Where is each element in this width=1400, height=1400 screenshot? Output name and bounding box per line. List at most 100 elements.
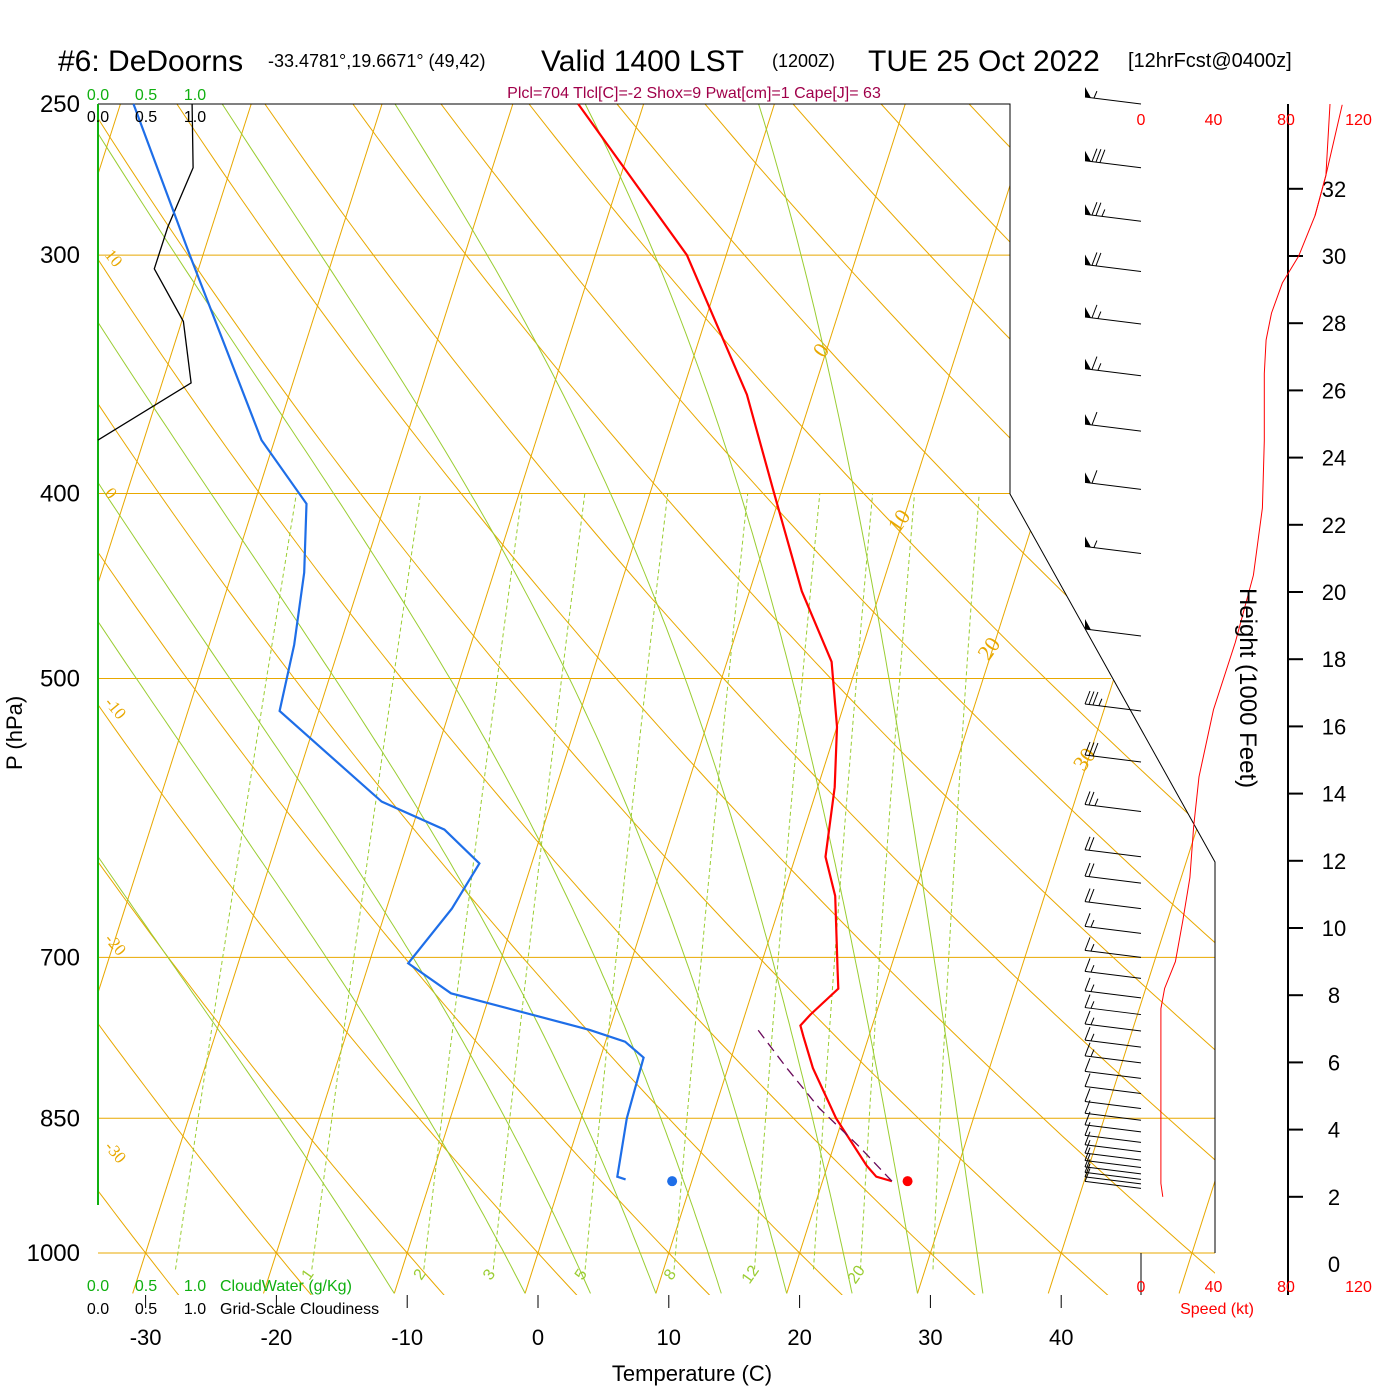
mixing-ratio-label: 8 [661,1266,680,1283]
wind-barb [1084,1139,1142,1161]
wind-barb [1084,994,1142,1016]
dry-adiabat-line [589,104,1215,1295]
mixing-ratio-label: 20 [845,1263,869,1287]
wind-barb [1084,252,1142,273]
station-coords: -33.4781°,19.6671° (49,42) [268,51,486,71]
barb-flag [1085,307,1091,318]
barb-full [1095,252,1102,267]
mixing-ratio-line [584,493,669,1270]
barb-staff [1084,1007,1142,1016]
wind-barb [1084,618,1142,637]
barb-staff [1084,1023,1142,1032]
barb-full [1084,1139,1091,1154]
mixing-ratio-line [423,493,523,1270]
wind-barb [1084,888,1142,910]
barb-full [1084,690,1091,705]
height-tick-label: 12 [1322,849,1346,874]
moist-adiabats [98,104,984,1294]
speed-tick-bottom: 40 [1205,1279,1223,1296]
plot-boundary [98,103,1216,1253]
wind-barb [1084,1153,1142,1175]
barb-half [1090,1001,1095,1009]
barb-full [1084,1122,1091,1136]
barb-full [1084,1163,1091,1178]
mixing-ratio-label: 12 [739,1263,763,1287]
barb-full [1095,148,1102,163]
wind-barb [1084,1026,1142,1048]
barb-full [1092,742,1099,757]
barb-flag [1085,536,1091,548]
height-tick-label: 24 [1322,446,1346,471]
barb-flag [1085,618,1091,630]
barb-full [1091,470,1098,484]
temperature-tick-label: 30 [918,1325,942,1350]
barb-staff [1084,849,1142,858]
wind-barb [1084,1010,1142,1032]
barb-staff [1084,1112,1142,1121]
barb-half [1101,209,1106,217]
speed-tick-bottom: 120 [1345,1279,1372,1296]
temperature-tick-label: 40 [1049,1325,1073,1350]
wind-barb [1084,1147,1142,1169]
speed-tick-bottom: 0 [1137,1279,1146,1296]
parcel-path [754,1025,893,1182]
height-tick-label: 14 [1322,782,1346,807]
wind-barb [1084,201,1142,222]
barb-staff [1084,1124,1142,1133]
utc-time: (1200Z) [772,51,835,71]
cloudiness-tick-bottom: 0.0 [87,1301,109,1318]
dry-adiabat-line [98,104,1115,1295]
barb-full [1084,1010,1091,1025]
cloudiness-label: Grid-Scale Cloudiness [220,1301,379,1318]
cloudwater-tick-bottom: 0.5 [135,1278,157,1295]
barb-half [1090,964,1095,973]
barb-full [1084,1088,1091,1102]
barb-full [1084,1131,1091,1145]
valid-time: Valid 1400 LST [541,45,744,78]
barb-staff [1084,901,1142,910]
isotherm-line [524,104,917,1294]
station-title: #6: DeDoorns [58,45,243,78]
barb-full [1092,691,1099,706]
temperature-axis-label: Temperature (C) [612,1361,772,1386]
barb-full [1084,1168,1091,1182]
barb-staff [1084,875,1142,884]
barb-staff [1084,368,1142,377]
wind-barb [1084,791,1142,812]
wind-barb [1084,411,1142,432]
barb-full [1084,958,1091,972]
barb-staff [1084,1160,1142,1169]
surface-dewpoint-point [667,1176,678,1187]
speed-tick-top: 120 [1345,112,1372,129]
barb-full [1095,202,1102,216]
barb-flag [1085,204,1091,216]
barb-half [1097,363,1102,371]
barb-full [1084,836,1091,850]
barb-full [1084,1111,1091,1126]
barb-staff [1084,970,1142,979]
speed-profile [1160,104,1343,1197]
isotherm-label: 20 [972,632,1005,664]
isotherm-line [393,104,786,1294]
barb-full [1088,691,1095,705]
speed-axis-label: Speed (kt) [1180,1301,1254,1318]
valid-date: TUE 25 Oct 2022 [868,45,1100,78]
isotherm-line [655,104,1048,1294]
mixing-ratio-label: 5 [572,1266,591,1283]
dry-adiabat-line [1373,70,1400,1301]
isotherm-label: 0 [807,338,834,361]
barb-staff [1084,160,1142,169]
barb-full [1084,994,1091,1008]
barb-full [1088,888,1095,903]
cloudwater-ticks: 0.0 0.0 0.5 0.5 1.0 1.0 0.0 0.0 0.5 0.5 1.0 1.0 [87,87,206,1318]
barb-full [1091,252,1098,266]
barb-half [1098,698,1103,706]
mixing-ratio-label: 3 [480,1266,499,1283]
barb-full [1091,304,1098,319]
wind-barb [1084,1100,1142,1121]
dry-adiabat-label: 10 [101,245,126,270]
wind-barb [1084,87,1142,105]
dry-adiabat-label: -30 [101,1137,130,1167]
dry-adiabat-label: -20 [101,930,130,960]
